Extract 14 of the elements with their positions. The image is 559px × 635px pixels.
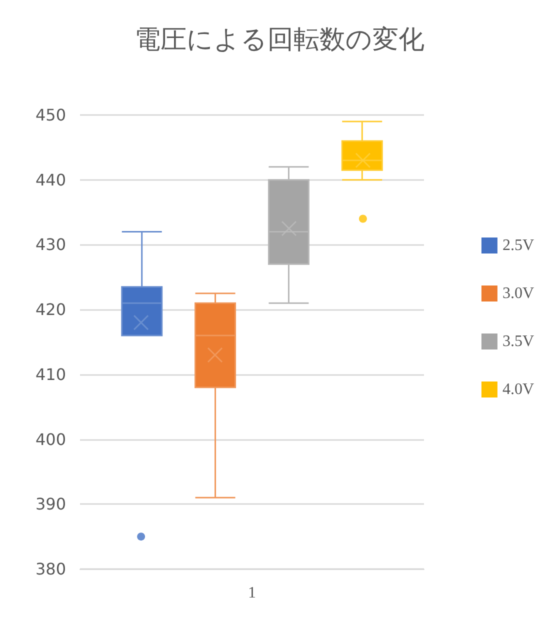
- y-tick-label: 390: [35, 494, 66, 514]
- legend-label: 3.5V: [502, 333, 534, 350]
- y-tick-label: 410: [35, 364, 66, 384]
- legend-label: 4.0V: [502, 381, 534, 398]
- legend-label: 2.5V: [502, 237, 534, 254]
- y-tick-label: 420: [35, 300, 66, 320]
- y-tick-label: 430: [35, 235, 66, 254]
- y-tick-label: 380: [35, 560, 66, 578]
- legend-label: 3.0V: [502, 285, 534, 302]
- chart-title: 電圧による回転数の変化: [134, 25, 424, 55]
- y-tick-label: 450: [35, 106, 66, 124]
- x-tick-label: 1: [248, 584, 256, 602]
- y-tick-label: 400: [35, 430, 66, 449]
- y-tick-label: 440: [35, 170, 66, 190]
